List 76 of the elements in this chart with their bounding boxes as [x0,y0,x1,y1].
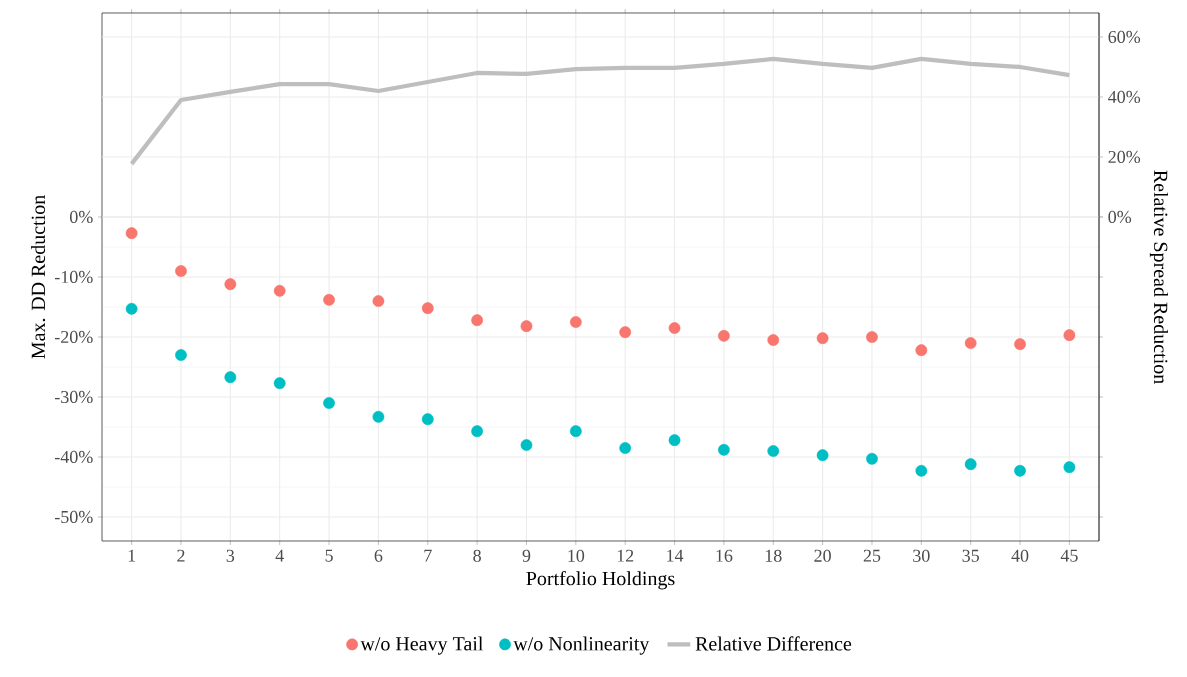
point [421,413,434,426]
point [323,397,335,409]
point [718,443,730,456]
y2-tick-label: 20% [1108,150,1141,164]
x-tick-label: 3 [226,549,235,562]
point [520,320,533,333]
point [372,410,385,423]
y-tick-label: -20% [54,330,93,344]
x-tick-label: 2 [177,549,185,562]
y-tick-label: -40% [54,450,93,464]
y-tick-label: 0% [70,210,93,224]
point [619,442,632,454]
point [816,449,829,462]
point [1063,461,1076,474]
y2-tick-label: 60% [1108,30,1141,44]
point [1014,464,1026,477]
x-tick-label: 7 [424,549,432,562]
point [323,293,335,306]
point [471,425,483,438]
point [619,326,632,339]
point [175,349,187,361]
x-tick-label: 14 [667,549,684,562]
point [915,464,928,477]
y-axis-title: Max. DD Reduction [31,195,46,359]
x-tick-label: 16 [716,549,733,562]
point [866,331,878,343]
x-tick-label: 6 [374,549,383,562]
point [718,329,730,342]
point [569,316,582,328]
x-tick-label: 25 [863,549,881,562]
point [273,377,286,390]
y-tick-label: -30% [54,390,93,404]
point [125,302,138,315]
y2-axis-title: Relative Spread Reduction [1149,170,1168,384]
y2-tick-label: 0% [1108,210,1132,224]
point [471,314,483,327]
y-tick-label: -50% [54,510,93,524]
point [421,302,434,315]
x-tick-label: 35 [962,549,979,562]
point [224,278,237,291]
point [273,284,286,297]
y2-tick-label: 40% [1108,90,1141,104]
y-tick-label: -10% [54,270,93,284]
point [866,452,878,465]
point [964,337,977,349]
point [816,332,829,345]
point [964,458,977,471]
x-tick-label: 1 [128,549,136,562]
point [668,434,681,447]
x-tick-label: 40 [1011,549,1029,562]
x-axis-title: Portfolio Holdings [526,571,675,590]
point [372,295,385,307]
point [125,227,138,240]
point [224,371,237,384]
point [767,334,780,346]
point [175,265,187,277]
x-tick-label: 8 [473,549,481,562]
point [915,344,928,357]
x-tick-label: 18 [765,549,782,562]
point [520,439,533,451]
legend-label: w/o Heavy Tail [360,636,484,655]
x-tick-label: 45 [1060,549,1078,562]
point [569,425,582,438]
point [767,445,780,457]
point [1014,338,1026,351]
x-tick-label: 5 [325,549,333,562]
legend-label: Relative Difference [695,636,852,651]
x-tick-label: 12 [617,549,634,562]
point [668,322,681,334]
x-tick-label: 10 [568,549,585,562]
legend-label: w/o Nonlinearity [513,636,650,655]
x-tick-label: 9 [522,549,531,562]
x-tick-label: 20 [814,549,831,562]
x-tick-label: 4 [275,549,284,562]
x-tick-label: 30 [913,549,930,562]
point [1063,329,1076,342]
